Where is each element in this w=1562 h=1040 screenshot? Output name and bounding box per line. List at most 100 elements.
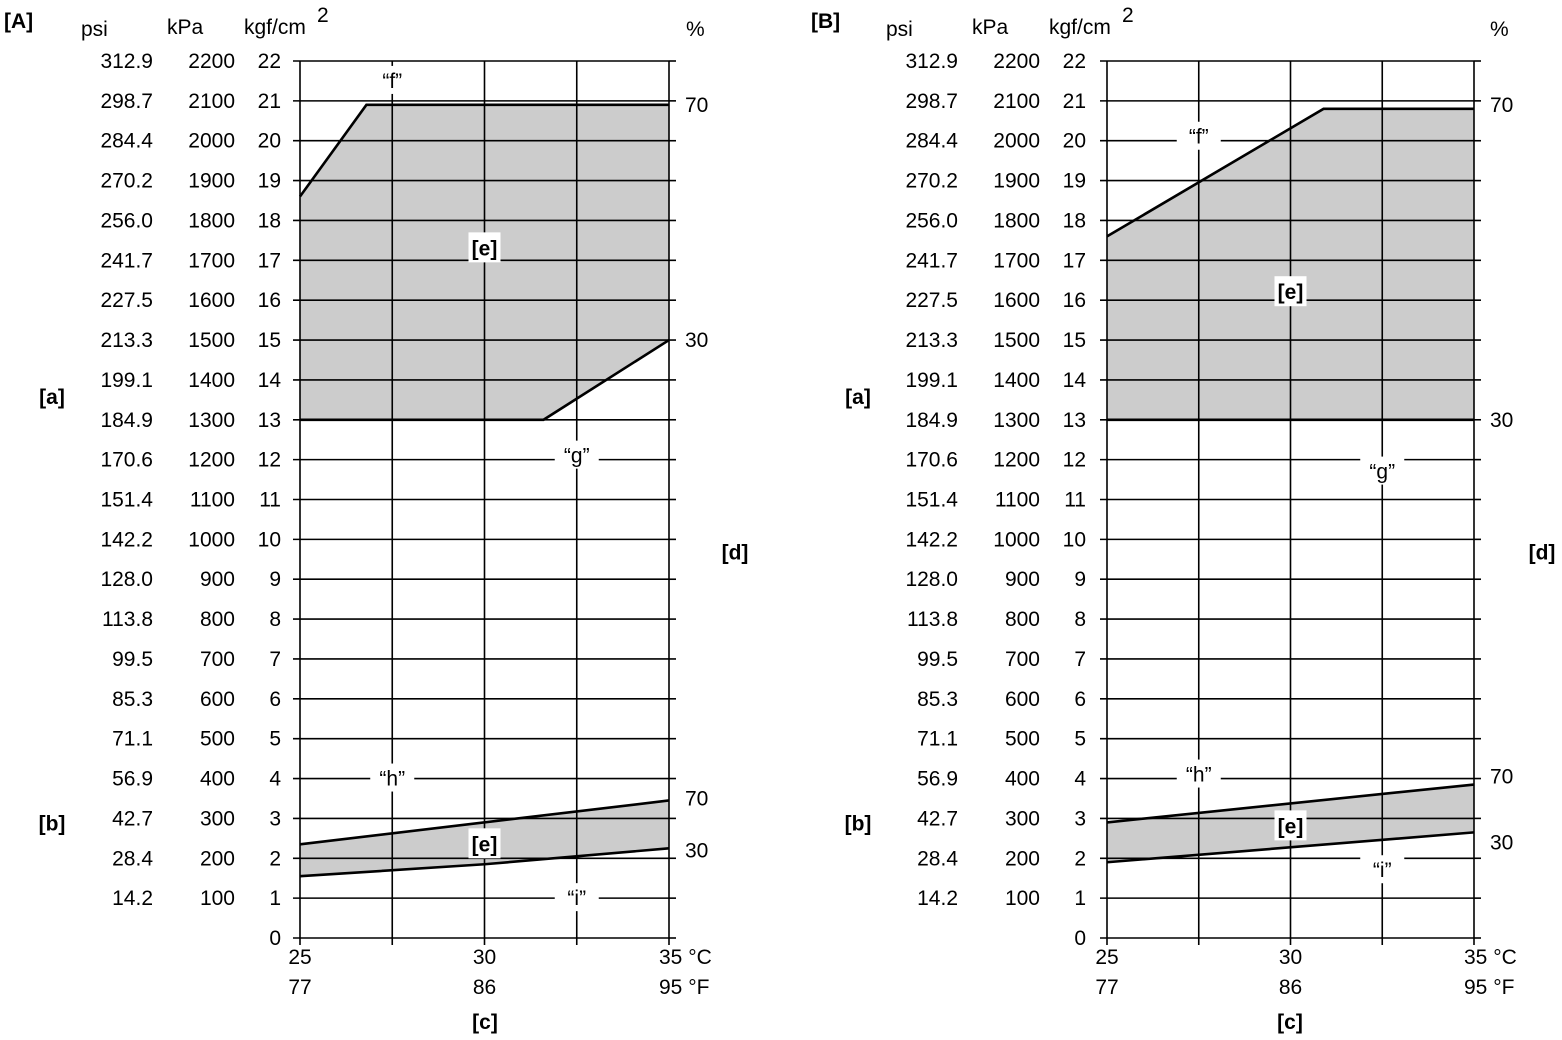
panel-a-tick-kgf: 3 bbox=[269, 807, 281, 830]
panel-a-tick-kpa: 100 bbox=[200, 887, 235, 910]
panel-a-axis-label-b: [b] bbox=[39, 812, 66, 835]
panel-a-xtick-f: 77 bbox=[288, 976, 311, 999]
panel-b-axis-label-c: [c] bbox=[1277, 1011, 1303, 1034]
panel-a-tick-kgf: 15 bbox=[258, 329, 281, 352]
panel-b-tick-kgf: 5 bbox=[1074, 728, 1086, 751]
panel-a-tick-psi: 128.0 bbox=[100, 568, 153, 591]
panel-b-tick-psi: 151.4 bbox=[905, 489, 958, 512]
panel-a-xtick-f: 95 °F bbox=[659, 976, 709, 999]
panel-b-tick-psi: 256.0 bbox=[905, 209, 958, 232]
panel-a-tick-psi: 213.3 bbox=[100, 329, 153, 352]
panel-b-tick-psi: 284.4 bbox=[905, 130, 958, 153]
panel-b-tick-kgf: 20 bbox=[1063, 130, 1086, 153]
panel-b-header-kgf-exp: 2 bbox=[1122, 4, 1134, 27]
panel-b-tick-psi: 71.1 bbox=[917, 728, 958, 751]
panel-b-tick-kgf: 19 bbox=[1063, 170, 1086, 193]
panel-a-annotation-bg bbox=[370, 763, 415, 792]
panel-b-tick-kgf: 10 bbox=[1063, 528, 1086, 551]
panel-a-tick-kpa: 600 bbox=[200, 688, 235, 711]
panel-b-tick-kgf: 21 bbox=[1063, 90, 1086, 113]
panel-b-region-label: [e] bbox=[1278, 281, 1304, 304]
panel-b-tick-psi: 298.7 bbox=[905, 90, 958, 113]
panel-a-tick-psi: 241.7 bbox=[100, 249, 153, 272]
panel-a-tick-kgf: 8 bbox=[269, 608, 281, 631]
panel-a-high-lower-line bbox=[300, 338, 670, 422]
panel-b-xtick-f: 95 °F bbox=[1464, 976, 1514, 999]
panel-b-percent-label: 30 bbox=[1490, 409, 1513, 432]
panel-a-region-label-bg bbox=[468, 828, 501, 859]
panel-b-high-upper-line bbox=[1106, 107, 1474, 238]
panel-a-tick-psi: 199.1 bbox=[100, 369, 153, 392]
panel-a-header-percent: % bbox=[686, 18, 705, 41]
panel-b-tick-kgf: 6 bbox=[1074, 688, 1086, 711]
panel-a-tick-kgf: 10 bbox=[258, 528, 281, 551]
panel-a-tick-kpa: 1800 bbox=[188, 209, 235, 232]
panel-b-tick-kpa: 1400 bbox=[993, 369, 1040, 392]
panel-b-tick-kgf: 0 bbox=[1074, 927, 1086, 950]
panel-a-tick-kpa: 300 bbox=[200, 807, 235, 830]
panel-a-tick-kpa: 800 bbox=[200, 608, 235, 631]
panel-b-tick-kgf: 8 bbox=[1074, 608, 1086, 631]
panel-a-tick-kpa: 900 bbox=[200, 568, 235, 591]
panel-b-tick-kpa: 900 bbox=[1005, 568, 1040, 591]
panel-b-region-label-bg bbox=[1274, 810, 1307, 841]
panel-a-axis-label-d: [d] bbox=[722, 541, 749, 564]
panel-a-tick-kgf: 12 bbox=[258, 449, 281, 472]
panel-a-tick-kgf: 11 bbox=[259, 489, 281, 512]
panel-b-tick-kpa: 600 bbox=[1005, 688, 1040, 711]
panel-a-low-upper-line bbox=[299, 799, 670, 846]
panel-b-tick-psi: 227.5 bbox=[905, 289, 958, 312]
panel-a-tick-kgf: 7 bbox=[269, 648, 281, 671]
panel-a-tick-kpa: 1100 bbox=[190, 489, 235, 512]
panel-b-axis-label-a: [a] bbox=[845, 386, 871, 409]
panel-b-tick-psi: 99.5 bbox=[917, 648, 958, 671]
panel-b-annotation-bg bbox=[1360, 456, 1405, 485]
panel-b-tick-psi: 170.6 bbox=[905, 449, 958, 472]
panel-a-region-label-bg bbox=[468, 232, 501, 263]
panel-a-tick-kpa: 1900 bbox=[188, 170, 235, 193]
panel-a-axis-label-c: [c] bbox=[472, 1011, 498, 1034]
panel-b-tick-kpa: 1800 bbox=[993, 209, 1040, 232]
panel-a-xtick-c: 25 bbox=[288, 946, 311, 969]
panel-a-percent-label: 30 bbox=[685, 329, 708, 352]
panel-a-tick-psi: 184.9 bbox=[100, 409, 153, 432]
panel-a-tick-kgf: 22 bbox=[258, 50, 281, 73]
panel-b-tick-psi: 113.8 bbox=[907, 608, 958, 631]
panel-b-header-percent: % bbox=[1490, 18, 1509, 41]
panel-a-tick-psi: 312.9 bbox=[100, 50, 153, 73]
panel-b-tick-kgf: 4 bbox=[1074, 768, 1086, 791]
panel-a-tick-kpa: 400 bbox=[200, 768, 235, 791]
panel-a-tick-kgf: 2 bbox=[269, 847, 281, 870]
panel-b-tick-psi: 128.0 bbox=[905, 568, 958, 591]
panel-b-annotation-bg bbox=[1176, 759, 1221, 788]
panel-a-tick-kgf: 4 bbox=[269, 768, 281, 791]
panel-b-percent-label: 70 bbox=[1490, 94, 1513, 117]
panel-b-tick-kpa: 2000 bbox=[993, 130, 1040, 153]
panel-b-tick-psi: 28.4 bbox=[917, 847, 958, 870]
panel-a-high-upper-line bbox=[298, 103, 669, 198]
panel-b-tick-kgf: 17 bbox=[1063, 249, 1086, 272]
panel-b-tick-kgf: 7 bbox=[1074, 648, 1086, 671]
panel-b-tick-kgf: 18 bbox=[1063, 209, 1086, 232]
panel-b-xtick-f: 86 bbox=[1279, 976, 1302, 999]
panel-a-label: [A] bbox=[4, 10, 33, 33]
panel-b-tick-kpa: 300 bbox=[1005, 807, 1040, 830]
panel-a-annotation-bg bbox=[370, 65, 415, 94]
panel-b-tick-psi: 270.2 bbox=[905, 170, 958, 193]
panel-a-tick-kpa: 2100 bbox=[188, 90, 235, 113]
panel-b-tick-kgf: 1 bbox=[1074, 887, 1086, 910]
panel-a-tick-kgf: 5 bbox=[269, 728, 281, 751]
panel-b-tick-psi: 199.1 bbox=[905, 369, 958, 392]
panel-a-region-label: [e] bbox=[472, 237, 498, 260]
panel-a-tick-kgf: 21 bbox=[258, 90, 281, 113]
panel-b-xtick-c: 25 bbox=[1095, 946, 1118, 969]
panel-a-axis-label-a: [a] bbox=[39, 386, 65, 409]
panel-b-label: [B] bbox=[811, 10, 840, 33]
panel-a-tick-kgf: 0 bbox=[269, 927, 281, 950]
panel-b-percent-label: 70 bbox=[1490, 766, 1513, 789]
panel-b-annotation: “h” bbox=[1186, 764, 1212, 787]
panel-b-percent-label: 30 bbox=[1490, 831, 1513, 854]
panel-b-tick-psi: 312.9 bbox=[905, 50, 958, 73]
panel-b-tick-kpa: 1900 bbox=[993, 170, 1040, 193]
